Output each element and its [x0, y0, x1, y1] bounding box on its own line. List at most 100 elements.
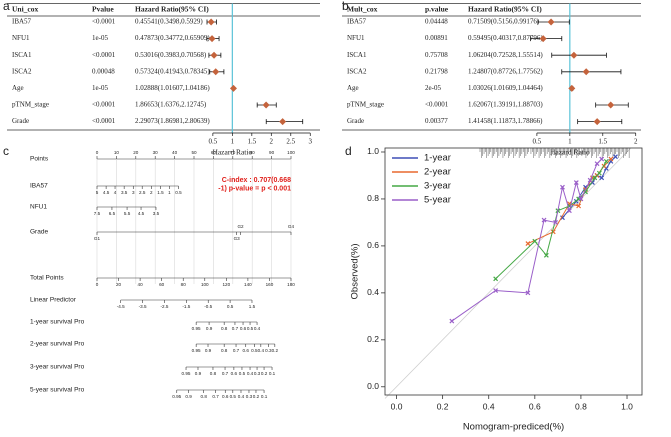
scale-label: 0.95 [192, 326, 201, 331]
scale-label: 6.5 [109, 211, 116, 216]
point [532, 238, 538, 244]
hr-point [539, 35, 547, 43]
hr-point [212, 68, 220, 76]
y-tick-label: 0.8 [367, 193, 379, 203]
scale-label: 0 [96, 282, 99, 287]
scale-label: 10 [114, 150, 120, 155]
scale-label: 7.5 [94, 211, 101, 216]
hr-label: 0.53016(0.3983,0.70568) [135, 51, 207, 59]
hr-label: 2.29073(1.86981,2.80639) [135, 117, 210, 125]
row-label: 2-year survival Pro [30, 341, 85, 348]
scale-label: 0.4 [254, 326, 261, 331]
column-header: Mult_cox [347, 5, 378, 14]
scale-label: 0.4 [258, 348, 265, 353]
x-tick-label: 0.6 [529, 401, 541, 411]
scale-label: 1.5 [157, 190, 164, 195]
scale-label: 160 [266, 282, 274, 287]
row-label: Grade [12, 117, 29, 125]
plot-frame [384, 147, 643, 396]
scale-label: 30 [153, 150, 159, 155]
row-label: Total Points [30, 275, 64, 282]
p-value: <0.0001 [92, 18, 116, 26]
hr-point [207, 18, 215, 26]
point [553, 220, 558, 225]
row-label: 5-year survival Pro [30, 387, 85, 394]
y-tick-label: 0.4 [367, 287, 379, 297]
p-value: 0.00891 [425, 34, 448, 42]
row-label: NFU1 [30, 204, 47, 211]
scale-label: 0.5 [175, 190, 182, 195]
row-label: Age [347, 84, 359, 92]
point [603, 158, 609, 164]
scale-label: 180 [287, 282, 295, 287]
scale-label: 0.7 [232, 326, 239, 331]
hr-label: 1.41458(1.11873,1.78866) [468, 117, 543, 125]
y-tick-label: 0.0 [367, 381, 379, 391]
hr-point [607, 101, 615, 109]
scale-label: 0 [96, 150, 99, 155]
row-label: Points [30, 156, 49, 163]
legend-label: 3-year [424, 181, 451, 192]
scale-label: 20 [116, 282, 122, 287]
hr-label: 0.45541(0.3498,0.5929) [135, 18, 203, 26]
point [599, 156, 605, 162]
scale-label: 0.9 [206, 326, 213, 331]
scale-label: 0.4 [247, 371, 254, 376]
row-label: Age [12, 84, 24, 92]
y-tick-label: 0.6 [367, 240, 379, 250]
point [608, 156, 614, 162]
scale-label: 4 [114, 190, 117, 195]
p-value: <0.0001 [425, 101, 449, 109]
scale-label: 0.95 [172, 394, 181, 399]
scale-label: 0.7 [212, 394, 219, 399]
point [566, 208, 572, 214]
scale-label: 70 [230, 150, 236, 155]
row-label: Grade [347, 117, 364, 125]
scale-label: -0.5 [204, 304, 212, 309]
scale-label: 0.3 [254, 371, 261, 376]
scale-label: 0.6 [222, 394, 229, 399]
hr-point [210, 51, 218, 59]
point [613, 154, 618, 160]
row-label: 1-year survival Pro [30, 319, 85, 326]
x-tick-label: 0.0 [391, 401, 403, 411]
scale-label: 3.5 [121, 190, 128, 195]
point [573, 180, 579, 185]
p-value: <0.0001 [92, 117, 116, 125]
point [541, 217, 547, 223]
hr-point [547, 18, 555, 26]
hr-label: 1.62067(1.39191,1.88703) [468, 101, 543, 109]
scale-label: 40 [138, 282, 144, 287]
p-value: 0.75708 [425, 51, 448, 59]
scale-label: 0.2 [261, 371, 268, 376]
column-header: Pvalue [92, 5, 114, 14]
x-tick-label: 2 [270, 138, 274, 146]
annotation: -1) p-value = p < 0.001 [218, 185, 291, 192]
scale-label: 0.95 [192, 348, 201, 353]
scale-label: G3 [234, 236, 241, 241]
scale-label: 0.5 [239, 371, 246, 376]
x-tick-label: 1 [568, 138, 572, 146]
hr-label: 1.24807(0.87726,1.77562) [468, 67, 543, 75]
scale-label: 90 [269, 150, 275, 155]
scale-label: 4.5 [138, 211, 145, 216]
scale-label: 0.5 [227, 304, 234, 309]
x-tick-label: 0.4 [483, 401, 495, 411]
scale-label: 1 [168, 190, 171, 195]
point [543, 252, 549, 258]
scale-label: 5.5 [124, 211, 131, 216]
point [596, 170, 602, 176]
p-value: 2e-05 [425, 84, 441, 92]
scale-label: 80 [181, 282, 187, 287]
scale-label: 60 [211, 150, 217, 155]
row-label: ISCA1 [347, 51, 367, 59]
x-tick-label: 1 [231, 138, 235, 146]
scale-label: 2.5 [139, 190, 146, 195]
point [578, 196, 584, 202]
hr-point [570, 51, 578, 59]
p-value: <0.0001 [92, 101, 116, 109]
y-tick-label: 0.2 [367, 334, 379, 344]
scale-label: 140 [244, 282, 252, 287]
hr-label: 1.06204(0.72528,1.55514) [468, 51, 543, 59]
scale-label: G4 [288, 224, 295, 229]
